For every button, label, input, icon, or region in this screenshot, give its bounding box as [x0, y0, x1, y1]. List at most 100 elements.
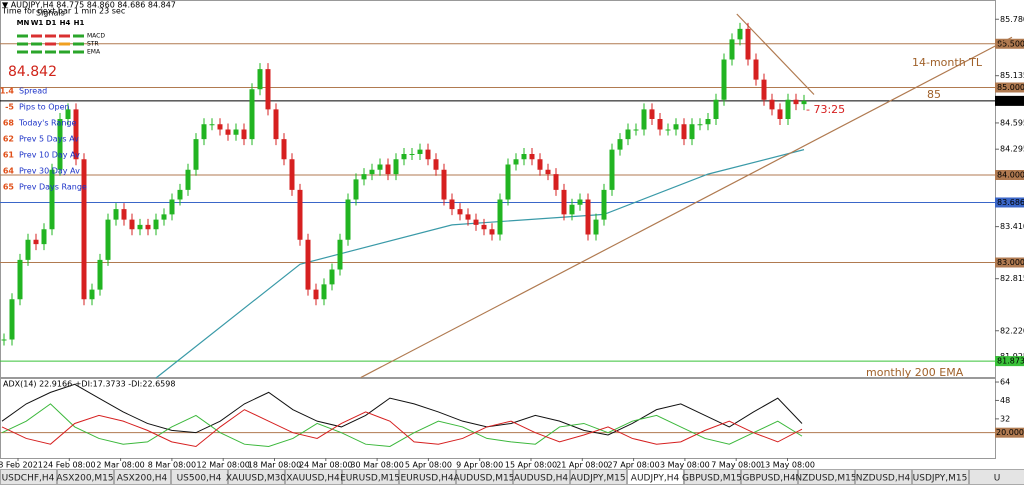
- tab-label[interactable]: AUDUSD,H4: [514, 474, 569, 484]
- x-tick-label: 15 Apr 08:00: [505, 461, 557, 470]
- candle: [681, 124, 687, 140]
- signal-label: MACD: [87, 33, 105, 40]
- candle: [433, 159, 439, 170]
- candle: [393, 159, 399, 175]
- adx-title: ADX(14) 22.9166 +DI:17.3733 -DI:22.6598: [3, 380, 175, 389]
- signal-dash: [73, 42, 84, 46]
- signal-dash: [17, 42, 28, 46]
- signal-dash: [17, 50, 28, 54]
- tab-label[interactable]: EURUSD,H4: [400, 474, 453, 484]
- level-tag: [995, 427, 1024, 438]
- candle: [241, 129, 247, 140]
- candle: [585, 199, 591, 235]
- candle: [577, 199, 583, 205]
- tab-label[interactable]: US500,H4: [177, 474, 222, 484]
- x-tick-label: 13 May 08:00: [760, 461, 815, 470]
- candle: [193, 139, 199, 170]
- candle: [289, 159, 295, 190]
- tab-label[interactable]: ASX200,H4: [117, 474, 168, 484]
- tab-label[interactable]: USDCHF,H4: [2, 474, 55, 484]
- candle: [689, 124, 695, 140]
- level-tag: [995, 197, 1024, 208]
- candle: [673, 124, 679, 130]
- signal-dash: [73, 50, 84, 54]
- x-tick-label: 30 Mar 08:00: [350, 461, 403, 470]
- tab-label[interactable]: XAUUSD,M30: [226, 474, 286, 484]
- candle: [625, 129, 631, 140]
- signals-title: Signals: [36, 9, 65, 18]
- candle: [249, 89, 255, 140]
- stat-label: Prev 5 Days Av: [19, 135, 79, 144]
- y-tick-label: 84.595: [1000, 118, 1024, 127]
- tab-label[interactable]: GBPUSD,M15: [682, 474, 742, 484]
- tab-label[interactable]: AUDJPY,H4: [631, 474, 680, 484]
- level-label: 84.847: [997, 96, 1024, 105]
- x-tick-label: 2 Mar 08:00: [96, 461, 144, 470]
- candle: [113, 209, 119, 220]
- tab-label[interactable]: NZDUSD,M15: [795, 474, 856, 484]
- x-tick-label: 18 Feb 2021: [0, 461, 43, 470]
- stat-label: Pips to Open: [19, 103, 70, 112]
- stat-label: Spread: [19, 87, 47, 96]
- annotation: 14-month TL: [912, 56, 983, 69]
- candle: [137, 224, 143, 230]
- x-tick-label: 5 Apr 08:00: [405, 461, 452, 470]
- x-tick-label: 7 May 08:00: [711, 461, 761, 470]
- x-tick-label: 3 May 08:00: [660, 461, 710, 470]
- candle: [473, 219, 479, 225]
- candle: [1, 339, 7, 341]
- candle: [337, 239, 343, 270]
- level-label: 81.873: [997, 357, 1024, 366]
- timeframe: MN: [17, 19, 30, 27]
- candle: [33, 239, 39, 245]
- overlay-line: [155, 149, 805, 379]
- candle: [17, 259, 23, 300]
- candle: [353, 179, 359, 200]
- tab-label[interactable]: GBPUSD,H4: [742, 474, 795, 484]
- candle: [649, 109, 655, 119]
- tab-label[interactable]: NZDUSD,H4: [856, 474, 911, 484]
- tab-label[interactable]: XAUUSD,H4: [286, 474, 340, 484]
- candle: [129, 219, 135, 230]
- y-tick-label: 64: [1000, 378, 1010, 387]
- stat-value: 1.4: [0, 87, 14, 96]
- timeframe: W1: [31, 19, 44, 27]
- stat-value: 61: [3, 151, 15, 160]
- candle: [201, 124, 207, 140]
- x-tick-label: 18 Mar 08:00: [248, 461, 301, 470]
- candle: [737, 28, 743, 40]
- signal-dash: [59, 42, 70, 46]
- tab-label[interactable]: AUDJPY,M15: [570, 474, 625, 484]
- candle: [729, 39, 735, 60]
- candle: [601, 189, 607, 220]
- tab-label[interactable]: USDJPY,M15: [913, 474, 968, 484]
- tab-label[interactable]: AUDUSD,M15: [454, 474, 515, 484]
- candle: [481, 224, 487, 230]
- candle: [545, 169, 551, 175]
- candle: [521, 154, 527, 160]
- candle: [785, 99, 791, 119]
- annotation: - 73:25: [806, 103, 845, 116]
- candle: [561, 189, 567, 215]
- level-label: 83.000: [997, 258, 1024, 267]
- timeframe: H4: [60, 19, 71, 27]
- candle: [449, 199, 455, 210]
- candle: [505, 164, 511, 200]
- signal-label: EMA: [87, 49, 101, 56]
- tab-label[interactable]: EURUSD,M15: [340, 474, 400, 484]
- tab-label[interactable]: ASX200,M15: [56, 474, 113, 484]
- candle: [761, 79, 767, 100]
- candle: [553, 174, 559, 190]
- candle: [721, 59, 727, 100]
- level-tag: [995, 170, 1024, 180]
- candle: [441, 169, 447, 200]
- candle: [801, 100, 807, 105]
- candle: [329, 269, 335, 285]
- candle: [145, 224, 151, 230]
- tab-label[interactable]: U: [994, 474, 1001, 484]
- candle: [361, 174, 367, 180]
- candle: [401, 154, 407, 160]
- annotation: 85: [927, 88, 941, 101]
- candle: [273, 109, 279, 140]
